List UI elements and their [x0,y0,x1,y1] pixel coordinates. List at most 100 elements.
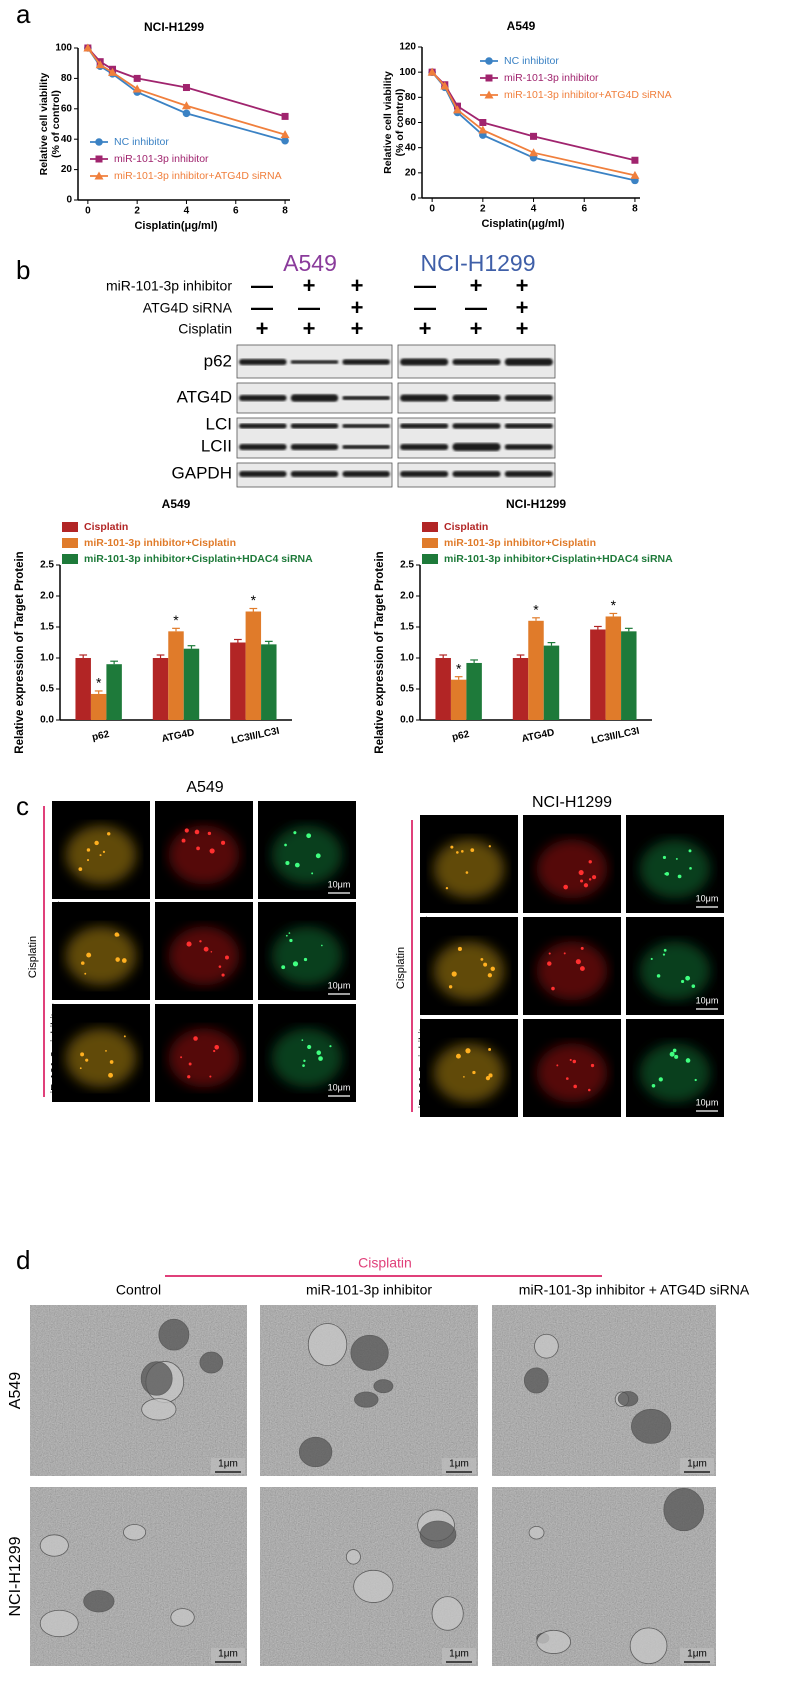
cell [433,941,505,1001]
legend-label: NC inhibitor [114,136,169,148]
blot-band [239,471,287,477]
y-tick-label: 100 [399,67,416,78]
chart-title: NCI-H1299 [506,497,566,511]
puncta [180,1056,183,1059]
cell [433,1043,505,1103]
blot-band [342,396,390,400]
condition-sign: — [298,295,320,320]
legend-swatch [62,538,78,548]
puncta [455,1053,461,1059]
condition-label: miR-101-3p inhibitor [106,278,232,294]
puncta [488,845,491,848]
scale-label: 1μm [687,1649,707,1660]
condition-sign: + [303,316,316,341]
organelle [629,1627,668,1665]
cell [65,926,137,986]
y-tick-label: 0.0 [40,715,54,726]
bar [450,679,467,720]
puncta [572,1059,577,1064]
puncta [78,867,83,872]
legend-label: miR-101-3p inhibitor+Cisplatin [84,537,236,549]
y-tick-label: 100 [55,43,72,54]
puncta [86,848,91,852]
blot-band [342,359,390,365]
cell [271,825,343,885]
puncta [114,932,120,937]
x-tick-label: p62 [91,729,111,743]
x-tick-label: 4 [531,204,537,215]
puncta [181,838,186,843]
point [83,43,93,52]
y-axis-label: (% of control) [394,89,406,157]
blot-band [342,471,390,477]
y-tick-label: 80 [61,73,73,84]
legend-marker [485,57,493,65]
puncta [664,872,667,876]
point [529,148,539,157]
puncta [102,850,106,854]
puncta [685,975,691,981]
point [630,170,640,179]
treatment-label: Cisplatin [27,936,39,978]
organelle [83,1590,115,1613]
legend-label: miR-101-3p inhibitor [504,72,599,84]
y-axis-label: (% of control) [50,90,62,158]
cell [639,941,711,1001]
puncta [293,831,297,835]
puncta [483,962,488,967]
blot-band [342,445,390,449]
x-axis-label: Cisplatin(μg/ml) [134,220,217,232]
point [452,105,462,114]
condition-label: ATG4D siRNA [143,300,233,316]
puncta [288,932,291,934]
blot-band [342,424,390,428]
cell-line-title: NCI-H1299 [532,794,612,811]
puncta [488,1048,492,1051]
legend-swatch [422,554,438,564]
puncta [209,848,215,854]
blot-band [504,423,553,429]
puncta [285,934,288,937]
row-label: NCI-H1299 [7,1536,24,1616]
point [478,125,488,134]
scale-box [442,1648,476,1664]
point [530,132,538,140]
y-axis-label: Relative expression of Target Protein [14,551,26,753]
puncta [587,1088,591,1092]
puncta [187,1075,191,1079]
puncta [663,948,667,952]
condition-sign: + [516,295,529,320]
organelle [353,1569,394,1603]
puncta [569,1058,572,1062]
point [133,74,141,82]
column-label: miR-101-3p inhibitor [306,1282,432,1298]
blot-band [239,423,287,429]
puncta [99,854,102,857]
organelle [170,1608,195,1627]
puncta [123,1035,126,1038]
significance: * [251,592,257,608]
puncta [451,971,457,977]
column-label: miR-101-3p inhibitor + ATG4D siRNA [519,1282,750,1298]
organelle [631,1408,672,1444]
x-tick-label: 0 [429,204,435,215]
puncta [321,944,323,947]
bar [230,642,246,720]
cell [433,839,505,899]
puncta [465,1048,471,1054]
puncta [662,953,666,956]
blot-band [400,471,449,477]
puncta [488,1073,493,1078]
puncta [485,1076,491,1081]
puncta [563,884,569,890]
scale-label: 10μm [328,1082,351,1092]
point [440,81,450,90]
puncta [316,1050,322,1055]
panel-label: b [16,255,30,285]
y-tick-label: 120 [399,42,416,53]
puncta [196,846,200,851]
puncta [303,1059,306,1063]
puncta [289,938,293,943]
texture [260,1305,478,1476]
blot-band [290,423,339,429]
